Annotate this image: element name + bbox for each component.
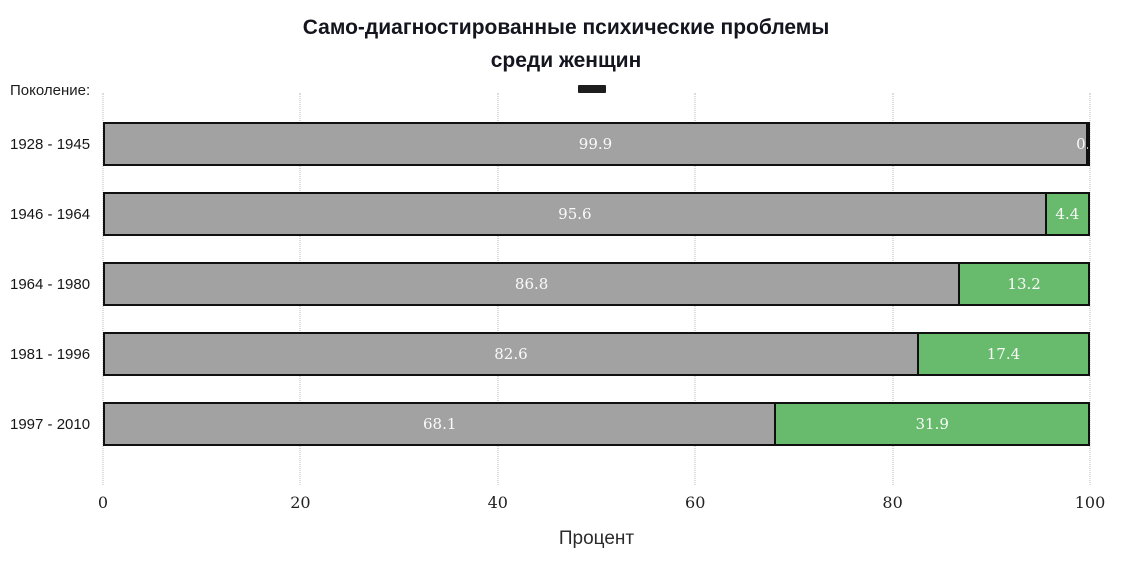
value-label-yes: 17.4 (986, 345, 1021, 363)
y-axis-label: Поколение: (10, 82, 91, 99)
x-tick-label: 60 (685, 493, 706, 512)
bars-area: 1928 - 1945 99.9 0.1 1946 - 1964 95.6 4.… (0, 95, 1090, 472)
x-tick-label: 100 (1074, 493, 1106, 512)
bar-segment-yes: 17.4 (916, 334, 1088, 374)
x-tick-label: 0 (97, 493, 109, 512)
category-label: 1928 - 1945 (10, 135, 91, 153)
clipped-legend-artifact (578, 85, 606, 93)
chart-title-line1: Само-диагностированные психические пробл… (302, 16, 830, 39)
x-tick-label: 40 (487, 493, 508, 512)
stacked-bar: 86.8 13.2 (103, 262, 1090, 306)
bar-segment-no: 99.9 (105, 124, 1086, 164)
bar-row: 1946 - 1964 95.6 4.4 (0, 192, 1090, 236)
category-label: 1964 - 1980 (10, 275, 91, 293)
value-label-yes: 31.9 (915, 415, 949, 433)
value-label-yes: 0.1 (1076, 135, 1090, 153)
value-label-yes: 13.2 (1007, 275, 1041, 293)
category-label: 1997 - 2010 (10, 415, 91, 433)
chart-title-line2: среди женщин (490, 48, 642, 72)
category-label: 1946 - 1964 (10, 205, 91, 223)
value-label-no: 99.9 (578, 135, 613, 153)
bar-row: 1928 - 1945 99.9 0.1 (0, 122, 1090, 166)
bar-segment-yes: 0.1 (1076, 124, 1088, 164)
bar-segment-no: 86.8 (105, 264, 959, 304)
stacked-bar: 99.9 0.1 (103, 122, 1090, 166)
bar-segment-no: 68.1 (105, 404, 775, 444)
stacked-bar: 82.6 17.4 (103, 332, 1090, 376)
value-label-yes: 4.4 (1055, 205, 1080, 223)
x-tick-label: 80 (882, 493, 903, 512)
value-label-no: 95.6 (558, 205, 592, 223)
bar-segment-yes: 13.2 (958, 264, 1088, 304)
x-axis-label: Процент (558, 528, 635, 549)
bar-segment-no: 82.6 (105, 334, 917, 374)
value-label-no: 82.6 (494, 345, 528, 363)
category-label: 1981 - 1996 (10, 345, 91, 363)
bar-row: 1997 - 2010 68.1 31.9 (0, 402, 1090, 446)
bar-row: 1964 - 1980 86.8 13.2 (0, 262, 1090, 306)
x-tick-label: 20 (290, 493, 311, 512)
bar-segment-yes: 4.4 (1044, 194, 1088, 234)
chart-title: Само-диагностированные психические пробл… (0, 12, 1132, 77)
stacked-bar: 95.6 4.4 (103, 192, 1090, 236)
bar-segment-yes: 31.9 (774, 404, 1088, 444)
stacked-bar: 68.1 31.9 (103, 402, 1090, 446)
x-axis-ticks: 0 20 40 60 80 100 (98, 493, 1105, 515)
bar-segment-no: 95.6 (105, 194, 1045, 234)
value-label-no: 86.8 (514, 275, 549, 293)
bar-row: 1981 - 1996 82.6 17.4 (0, 332, 1090, 376)
value-label-no: 68.1 (423, 415, 457, 433)
